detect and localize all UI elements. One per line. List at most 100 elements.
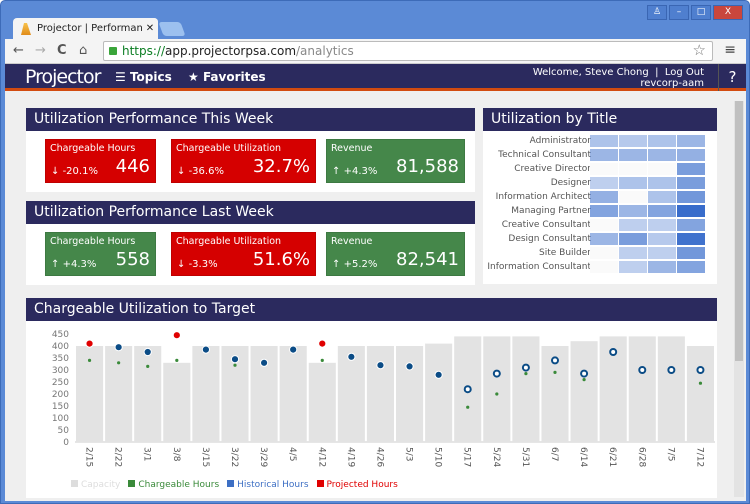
maximize-button[interactable]: □ <box>691 5 711 20</box>
heatmap-cell[interactable] <box>677 149 705 161</box>
heatmap-cell[interactable] <box>648 219 676 231</box>
favorites-menu[interactable]: ★ Favorites <box>188 70 266 84</box>
historical-hours-point[interactable] <box>521 363 530 372</box>
capacity-bar[interactable] <box>192 346 220 442</box>
capacity-bar[interactable] <box>425 343 453 442</box>
historical-hours-point[interactable] <box>405 362 414 371</box>
legend-item[interactable]: Capacity <box>71 480 120 491</box>
capacity-bar[interactable] <box>686 346 714 442</box>
historical-hours-point[interactable] <box>492 369 501 378</box>
capacity-bar[interactable] <box>657 336 685 442</box>
chargeable-hours-point[interactable] <box>87 358 92 362</box>
capacity-bar[interactable] <box>308 362 336 442</box>
close-tab-icon[interactable]: ✕ <box>142 18 158 40</box>
bookmark-star-icon[interactable]: ☆ <box>692 41 706 59</box>
kpi-tile[interactable]: Chargeable Hours ↓ -20.1% 446 <box>45 139 156 183</box>
historical-hours-point[interactable] <box>347 352 356 361</box>
close-window-button[interactable]: X <box>713 5 743 20</box>
heatmap-cell[interactable] <box>590 247 618 259</box>
heatmap-cell[interactable] <box>619 163 647 175</box>
historical-hours-point[interactable] <box>201 345 211 354</box>
chargeable-hours-point[interactable] <box>698 381 703 385</box>
chargeable-hours-point[interactable] <box>495 392 499 396</box>
historical-hours-point[interactable] <box>551 356 559 365</box>
scrollbar-thumb[interactable] <box>735 101 743 361</box>
capacity-bar[interactable] <box>570 341 598 442</box>
heatmap-cell[interactable] <box>648 149 676 161</box>
historical-hours-point[interactable] <box>463 385 472 394</box>
chargeable-hours-point[interactable] <box>320 358 324 362</box>
chargeable-hours-point[interactable] <box>233 363 237 367</box>
heatmap-cell[interactable] <box>648 247 676 259</box>
capacity-bar[interactable] <box>337 346 365 442</box>
kpi-tile[interactable]: Chargeable Utilization ↓ -3.3% 51.6% <box>171 232 316 276</box>
heatmap-cell[interactable] <box>677 219 705 231</box>
logo[interactable]: Projector <box>25 66 101 88</box>
new-tab-button[interactable] <box>158 22 186 36</box>
chargeable-hours-point[interactable] <box>582 378 586 382</box>
historical-hours-point[interactable] <box>230 355 240 364</box>
historical-hours-point[interactable] <box>638 366 647 374</box>
heatmap-cell[interactable] <box>677 177 705 189</box>
capacity-bar[interactable] <box>163 362 191 442</box>
heatmap-cell[interactable] <box>590 149 618 161</box>
heatmap-cell[interactable] <box>619 219 647 231</box>
kpi-tile[interactable]: Revenue ↑ +5.2% 82,541 <box>326 232 465 276</box>
heatmap-cell[interactable] <box>619 261 647 273</box>
heatmap-cell[interactable] <box>619 149 647 161</box>
heatmap-cell[interactable] <box>590 261 618 273</box>
capacity-bar[interactable] <box>366 346 394 442</box>
forward-icon[interactable]: → <box>35 43 46 58</box>
heatmap-cell[interactable] <box>677 205 705 217</box>
heatmap-cell[interactable] <box>619 191 647 203</box>
heatmap-cell[interactable] <box>619 135 647 147</box>
heatmap-cell[interactable] <box>590 177 618 189</box>
capacity-bar[interactable] <box>396 346 424 442</box>
heatmap-cell[interactable] <box>648 177 676 189</box>
historical-hours-point[interactable] <box>434 370 443 379</box>
profile-icon[interactable]: ♙ <box>647 5 667 20</box>
logout-link[interactable]: Log Out <box>664 67 704 78</box>
chargeable-hours-point[interactable] <box>466 405 470 409</box>
heatmap-cell[interactable] <box>619 233 647 245</box>
heatmap-cell[interactable] <box>677 135 705 147</box>
projected-hours-point[interactable] <box>318 339 327 348</box>
heatmap-cell[interactable] <box>590 163 618 175</box>
capacity-bar[interactable] <box>105 346 133 442</box>
capacity-bar[interactable] <box>279 346 307 442</box>
projected-hours-point[interactable] <box>172 331 181 340</box>
help-button[interactable]: ? <box>718 64 746 91</box>
chargeable-hours-point[interactable] <box>553 370 557 374</box>
heatmap-cell[interactable] <box>677 261 705 273</box>
kpi-tile[interactable]: Chargeable Utilization ↓ -36.6% 32.7% <box>171 139 316 183</box>
chargeable-hours-point[interactable] <box>117 361 121 365</box>
kpi-tile[interactable]: Revenue ↑ +4.3% 81,588 <box>326 139 465 183</box>
reload-icon[interactable]: C <box>57 43 67 58</box>
scrollbar[interactable] <box>734 101 744 497</box>
legend-item[interactable]: Chargeable Hours <box>128 480 219 491</box>
heatmap-cell[interactable] <box>677 191 705 203</box>
legend-item[interactable]: Historical Hours <box>227 480 309 491</box>
heatmap-cell[interactable] <box>590 191 618 203</box>
historical-hours-point[interactable] <box>580 369 589 378</box>
heatmap-cell[interactable] <box>590 219 618 231</box>
chargeable-hours-point[interactable] <box>524 372 528 376</box>
capacity-bar[interactable] <box>134 346 162 442</box>
heatmap-cell[interactable] <box>619 177 647 189</box>
heatmap-cell[interactable] <box>677 233 705 245</box>
heatmap-cell[interactable] <box>590 205 618 217</box>
projected-hours-point[interactable] <box>85 339 94 348</box>
heatmap-cell[interactable] <box>619 205 647 217</box>
heatmap-cell[interactable] <box>619 247 647 259</box>
heatmap-cell[interactable] <box>648 261 676 273</box>
address-bar[interactable]: https://app.projectorpsa.com/analytics <box>103 41 713 61</box>
heatmap-cell[interactable] <box>648 191 676 203</box>
topics-menu[interactable]: ☰ Topics <box>115 70 172 84</box>
browser-tab[interactable]: Projector | Performance ✕ <box>13 18 158 40</box>
heatmap-cell[interactable] <box>677 247 705 259</box>
heatmap-cell[interactable] <box>648 205 676 217</box>
heatmap-cell[interactable] <box>677 163 705 175</box>
heatmap-cell[interactable] <box>590 135 618 147</box>
historical-hours-point[interactable] <box>667 366 676 374</box>
kpi-tile[interactable]: Chargeable Hours ↑ +4.3% 558 <box>45 232 156 276</box>
